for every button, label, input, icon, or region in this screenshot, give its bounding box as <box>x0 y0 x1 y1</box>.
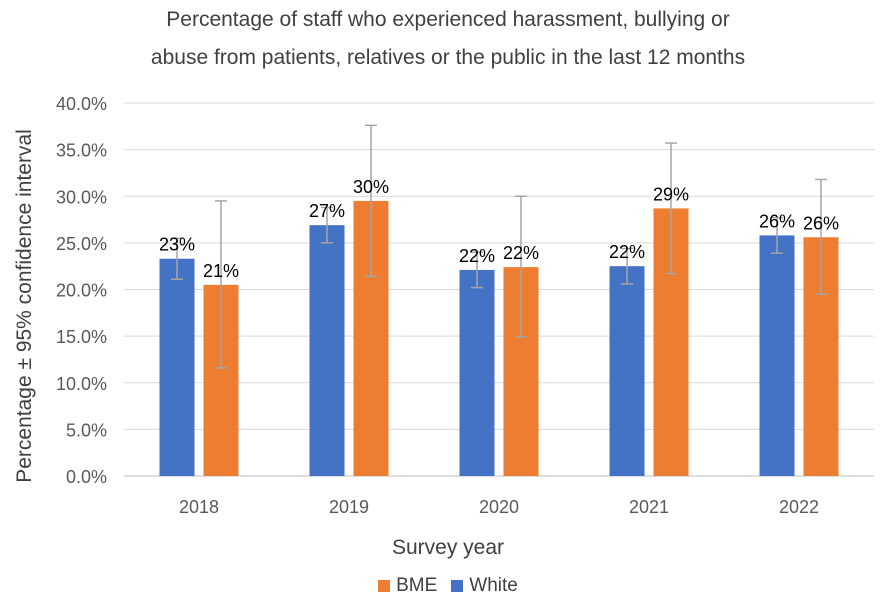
y-tick-label: 20.0% <box>56 281 107 301</box>
legend-label-bme: BME <box>396 575 438 596</box>
data-label-white-2019: 27% <box>309 201 345 221</box>
y-tick-label: 5.0% <box>66 420 107 440</box>
chart-title-line-1: Percentage of staff who experienced hara… <box>166 8 730 31</box>
data-label-bme-2022: 26% <box>803 213 839 233</box>
x-tick-label: 2019 <box>329 497 369 517</box>
y-tick-label: 0.0% <box>66 467 107 487</box>
legend-item-white: White <box>451 575 518 597</box>
data-label-white-2022: 26% <box>759 211 795 231</box>
legend-label-white: White <box>469 575 518 596</box>
y-tick-label: 25.0% <box>56 234 107 254</box>
data-label-white-2020: 22% <box>459 246 495 266</box>
data-label-bme-2018: 21% <box>203 261 239 281</box>
x-tick-label: 2020 <box>479 497 519 517</box>
data-label-white-2018: 23% <box>159 235 195 255</box>
legend: BME White <box>0 575 896 597</box>
x-tick-label: 2021 <box>629 497 669 517</box>
legend-item-bme: BME <box>378 575 437 597</box>
x-tick-label: 2018 <box>179 497 219 517</box>
data-label-white-2021: 22% <box>609 242 645 262</box>
y-tick-label: 40.0% <box>56 94 107 114</box>
bar-white-2020 <box>459 269 495 476</box>
bar-white-2019 <box>309 225 345 476</box>
data-label-bme-2019: 30% <box>353 177 389 197</box>
y-tick-label: 30.0% <box>56 187 107 207</box>
x-axis-label: Survey year <box>391 536 505 559</box>
y-tick-label: 10.0% <box>56 374 107 394</box>
data-label-bme-2020: 22% <box>503 243 539 263</box>
bar-white-2022 <box>759 235 795 476</box>
legend-swatch-white <box>451 580 464 592</box>
chart-title-line-2: abuse from patients, relatives or the pu… <box>150 46 746 69</box>
y-axis-label: Percentage ± 95% confidence interval <box>13 129 36 483</box>
bar-white-2018 <box>159 258 195 476</box>
legend-swatch-bme <box>378 580 391 592</box>
bar-white-2021 <box>609 266 645 476</box>
data-label-bme-2021: 29% <box>653 184 689 204</box>
x-tick-label: 2022 <box>779 497 819 517</box>
y-tick-label: 35.0% <box>56 141 107 161</box>
y-tick-label: 15.0% <box>56 327 107 347</box>
